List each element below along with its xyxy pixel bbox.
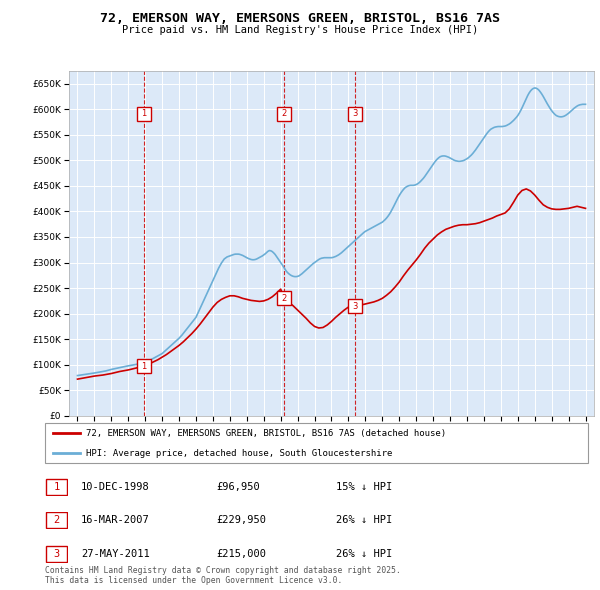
Text: 1: 1 <box>53 482 59 491</box>
Text: 3: 3 <box>53 549 59 559</box>
Text: 2: 2 <box>53 516 59 525</box>
Text: 2: 2 <box>281 109 287 119</box>
Text: 26% ↓ HPI: 26% ↓ HPI <box>336 549 392 559</box>
Text: 1: 1 <box>142 109 147 119</box>
Text: Contains HM Land Registry data © Crown copyright and database right 2025.
This d: Contains HM Land Registry data © Crown c… <box>45 566 401 585</box>
Text: £215,000: £215,000 <box>216 549 266 559</box>
Text: 26% ↓ HPI: 26% ↓ HPI <box>336 516 392 525</box>
Text: 10-DEC-1998: 10-DEC-1998 <box>81 482 150 491</box>
Text: £229,950: £229,950 <box>216 516 266 525</box>
Text: 3: 3 <box>353 109 358 119</box>
Text: 72, EMERSON WAY, EMERSONS GREEN, BRISTOL, BS16 7AS (detached house): 72, EMERSON WAY, EMERSONS GREEN, BRISTOL… <box>86 428 446 438</box>
Text: 1: 1 <box>142 362 147 371</box>
Text: £96,950: £96,950 <box>216 482 260 491</box>
Text: 3: 3 <box>353 301 358 310</box>
Text: HPI: Average price, detached house, South Gloucestershire: HPI: Average price, detached house, Sout… <box>86 448 392 458</box>
Text: 2: 2 <box>281 294 287 303</box>
Text: 27-MAY-2011: 27-MAY-2011 <box>81 549 150 559</box>
Text: Price paid vs. HM Land Registry's House Price Index (HPI): Price paid vs. HM Land Registry's House … <box>122 25 478 35</box>
Text: 16-MAR-2007: 16-MAR-2007 <box>81 516 150 525</box>
Text: 72, EMERSON WAY, EMERSONS GREEN, BRISTOL, BS16 7AS: 72, EMERSON WAY, EMERSONS GREEN, BRISTOL… <box>100 12 500 25</box>
Text: 15% ↓ HPI: 15% ↓ HPI <box>336 482 392 491</box>
